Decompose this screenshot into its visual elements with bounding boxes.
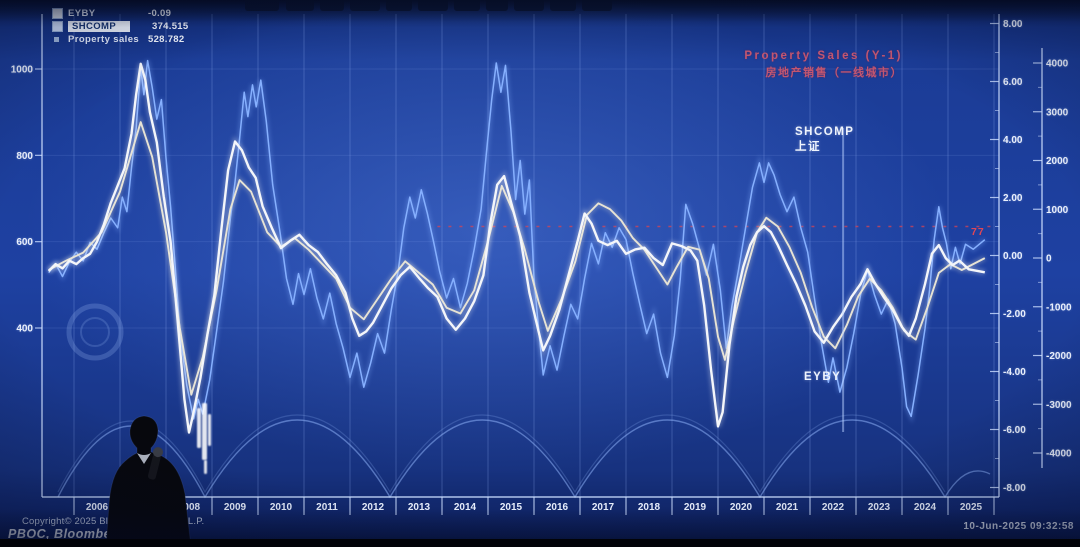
- legend-value: 528.782: [148, 34, 185, 45]
- right-outer-tick-label: -1000: [1046, 302, 1072, 313]
- timestamp: 10-Jun-2025 09:32:58: [963, 521, 1074, 532]
- cropped-title-glyph: [418, 0, 448, 11]
- x-axis-year-label: 2014: [454, 502, 477, 513]
- x-axis-year-label: 2010: [270, 502, 293, 513]
- x-axis-year-label: 2011: [316, 502, 338, 513]
- legend-row-eyby[interactable]: EYBY -0.09: [52, 7, 188, 20]
- right-outer-tick-label: 0: [1046, 254, 1052, 265]
- letterbox-bar: [0, 539, 1080, 547]
- shcomp-line: [48, 59, 986, 420]
- legend-value: 374.515: [152, 21, 189, 32]
- right-inner-tick-label: 6.00: [1003, 77, 1023, 88]
- cropped-title-glyph: [514, 0, 544, 11]
- x-axis-year-label: 2018: [638, 502, 661, 513]
- cropped-title-glyph: [386, 0, 412, 11]
- legend-label: Property sales: [68, 34, 140, 45]
- cropped-title-glyph: [286, 0, 314, 11]
- property-sales-title-zh: 房地产销售（一线城市）: [765, 67, 903, 79]
- right-outer-tick-label: 1000: [1046, 205, 1069, 216]
- cropped-title-glyph: [350, 0, 380, 11]
- legend-row-property-sales[interactable]: Property sales 528.782: [52, 33, 188, 46]
- cropped-title-glyph: [550, 0, 576, 11]
- red-last-value: 77: [971, 226, 985, 238]
- property-sales-title-en: Property Sales (Y-1): [744, 50, 903, 62]
- right-outer-tick-label: 4000: [1046, 59, 1069, 70]
- x-axis-year-label: 2021: [776, 502, 799, 513]
- right-inner-tick-label: 4.00: [1003, 135, 1023, 146]
- left-axis-tick-label: 400: [16, 324, 33, 335]
- cropped-title-glyph: [245, 0, 279, 11]
- property-sales-title: Property Sales (Y-1) 房地产销售（一线城市）: [744, 50, 903, 80]
- shcomp-label-zh: 上证: [795, 141, 821, 153]
- legend-label: EYBY: [68, 8, 96, 19]
- legend-label: SHCOMP: [68, 21, 130, 32]
- x-axis-year-label: 2016: [546, 502, 569, 513]
- legend-row-shcomp[interactable]: SHCOMP 374.515: [52, 20, 188, 33]
- shcomp-series-label: SHCOMP 上证: [795, 125, 854, 155]
- eyby-line: [48, 121, 986, 396]
- right-outer-tick-label: 2000: [1046, 156, 1069, 167]
- x-axis-year-label: 2012: [362, 502, 385, 513]
- presenter-silhouette: [105, 415, 192, 547]
- x-axis-year-label: 2020: [730, 502, 753, 513]
- right-inner-tick-label: -2.00: [1003, 309, 1026, 320]
- right-inner-tick-label: 2.00: [1003, 193, 1023, 204]
- cropped-title-glyph: [486, 0, 508, 11]
- x-axis-year-label: 2022: [822, 502, 845, 513]
- left-axis-tick-label: 800: [16, 151, 33, 162]
- x-axis-year-label: 2015: [500, 502, 523, 513]
- x-axis-year-label: 2019: [684, 502, 707, 513]
- left-axis-tick-label: 600: [16, 237, 33, 248]
- right-outer-tick-label: 3000: [1046, 107, 1069, 118]
- legend-marker-icon: [52, 21, 63, 32]
- emblem-watermark-inner: [80, 317, 110, 347]
- eyby-series-label: EYBY: [804, 371, 842, 383]
- shcomp-label-en: SHCOMP: [795, 126, 855, 138]
- shcomp-line-glow: [47, 60, 987, 424]
- legend: EYBY -0.09 SHCOMP 374.515 Property sales 528.…: [52, 7, 188, 46]
- series-lines: [46, 59, 987, 434]
- eyby-line-glow: [47, 114, 986, 396]
- x-axis-year-label: 2013: [408, 502, 431, 513]
- right-outer-tick-label: -2000: [1046, 351, 1072, 362]
- right-inner-tick-label: 8.00: [1003, 19, 1023, 30]
- right-inner-tick-label: -6.00: [1003, 425, 1026, 436]
- cropped-title-glyph: [320, 0, 344, 11]
- right-outer-tick-label: -3000: [1046, 400, 1072, 411]
- x-axis-year-label: 2024: [914, 502, 937, 513]
- legend-marker-icon: [54, 37, 59, 42]
- x-axis-year-label: 2017: [592, 502, 615, 513]
- right-outer-tick-label: -4000: [1046, 449, 1072, 460]
- x-axis-year-label: 2009: [224, 502, 247, 513]
- emblem-watermark: [66, 303, 124, 361]
- x-axis-year-label: 2023: [868, 502, 891, 513]
- cropped-title-glyph: [454, 0, 480, 11]
- legend-value: -0.09: [148, 8, 172, 19]
- right-inner-tick-label: -8.00: [1003, 483, 1026, 494]
- legend-marker-icon: [52, 8, 63, 19]
- x-axis-year-label: 2025: [960, 502, 983, 513]
- cropped-title-glyph: [582, 0, 612, 11]
- presenter-body: [105, 415, 192, 547]
- left-axis-tick-label: 1000: [11, 65, 34, 76]
- right-inner-tick-label: -4.00: [1003, 367, 1026, 378]
- right-inner-tick-label: 0.00: [1003, 251, 1023, 262]
